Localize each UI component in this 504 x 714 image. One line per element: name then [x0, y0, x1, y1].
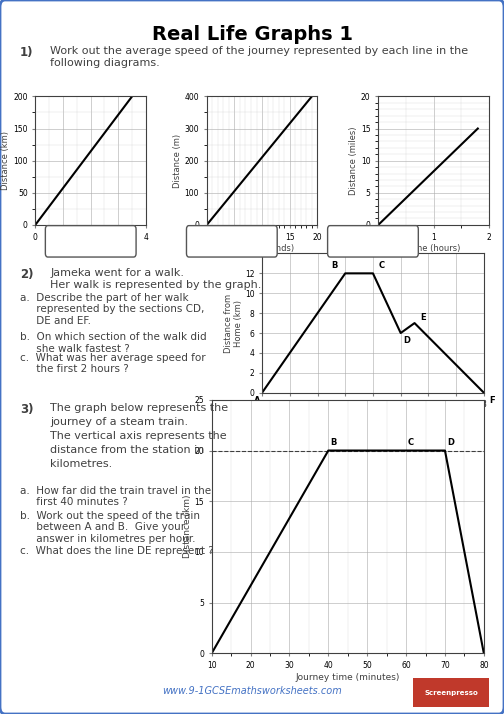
Y-axis label: Distance (km): Distance (km)	[2, 131, 11, 190]
Text: A: A	[254, 396, 260, 405]
Text: C: C	[408, 438, 414, 448]
Text: D: D	[447, 438, 454, 448]
Text: Work out the average speed of the journey represented by each line in the
follow: Work out the average speed of the journe…	[50, 46, 469, 68]
Text: b.  Work out the speed of the train
     between A and B.  Give your
     answer: b. Work out the speed of the train betwe…	[20, 511, 200, 543]
Text: Real Life Graphs 1: Real Life Graphs 1	[152, 25, 352, 44]
X-axis label: Time (hours): Time (hours)	[344, 412, 402, 421]
Y-axis label: Distance (km): Distance (km)	[182, 495, 192, 558]
Y-axis label: Distance (m): Distance (m)	[173, 134, 182, 188]
Text: Jameka went for a walk.: Jameka went for a walk.	[50, 268, 184, 278]
Text: b.  On which section of the walk did
     she walk fastest ?: b. On which section of the walk did she …	[20, 332, 207, 353]
Y-axis label: Distance from
Home (km): Distance from Home (km)	[224, 293, 243, 353]
Text: E: E	[420, 313, 426, 322]
Text: a.  How far did the train travel in the
     first 40 minutes ?: a. How far did the train travel in the f…	[20, 486, 211, 507]
Text: Screenpresso: Screenpresso	[424, 690, 478, 695]
Text: B: B	[332, 261, 338, 271]
Text: a.  Describe the part of her walk
     represented by the sections CD,
     DE a: a. Describe the part of her walk represe…	[20, 293, 205, 326]
X-axis label: Time (seconds): Time (seconds)	[230, 244, 294, 253]
Text: C: C	[379, 261, 385, 271]
Text: F: F	[489, 396, 495, 405]
Text: c.  What was her average speed for
     the first 2 hours ?: c. What was her average speed for the fi…	[20, 353, 206, 374]
Text: 3): 3)	[20, 403, 34, 416]
X-axis label: Time (hours): Time (hours)	[407, 244, 460, 253]
Text: 2): 2)	[20, 268, 34, 281]
Text: www.9-1GCSEmathsworksheets.com: www.9-1GCSEmathsworksheets.com	[162, 686, 342, 696]
Text: D: D	[403, 336, 410, 345]
Text: Her walk is represented by the graph.: Her walk is represented by the graph.	[50, 280, 262, 290]
Text: B: B	[330, 438, 337, 448]
Text: 1): 1)	[20, 46, 34, 59]
X-axis label: Time (hours): Time (hours)	[64, 244, 117, 253]
Y-axis label: Distance (miles): Distance (miles)	[349, 126, 358, 195]
Text: c.  What does the line DE represent ?: c. What does the line DE represent ?	[20, 546, 214, 556]
Text: The graph below represents the
journey of a steam train.
The vertical axis repre: The graph below represents the journey o…	[50, 403, 228, 469]
X-axis label: Journey time (minutes): Journey time (minutes)	[295, 673, 400, 682]
